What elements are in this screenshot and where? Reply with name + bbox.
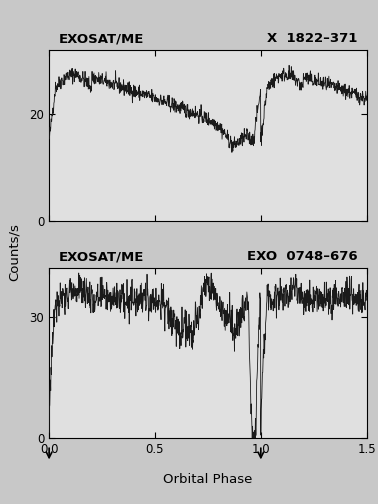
X-axis label: Orbital Phase: Orbital Phase [163, 473, 253, 486]
Text: X  1822–371: X 1822–371 [267, 32, 357, 45]
Text: Counts/s: Counts/s [8, 223, 20, 281]
Text: EXOSAT/ME: EXOSAT/ME [59, 32, 144, 45]
Text: EXO  0748–676: EXO 0748–676 [246, 250, 357, 263]
Text: EXOSAT/ME: EXOSAT/ME [59, 250, 144, 263]
